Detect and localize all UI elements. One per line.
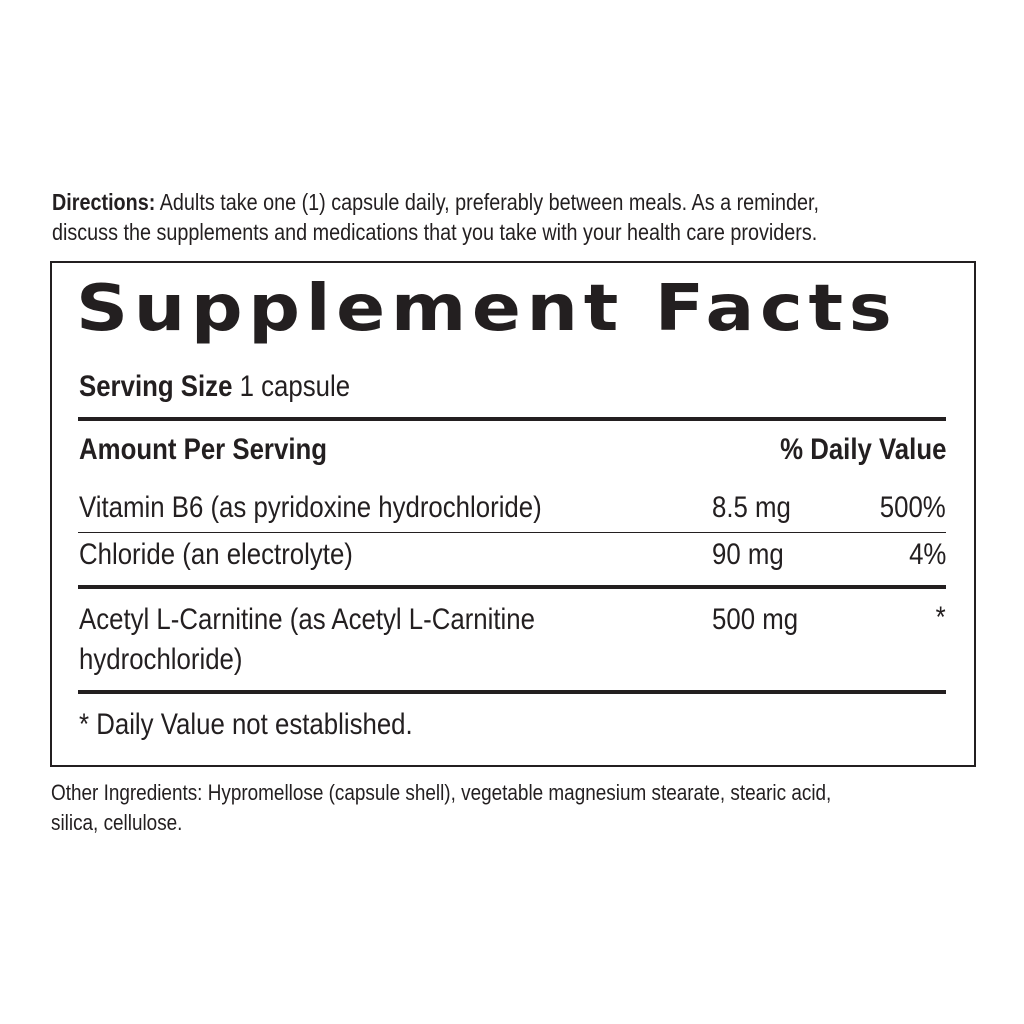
- row-dv: *: [935, 601, 946, 634]
- header-daily-value: % Daily Value: [779, 433, 946, 466]
- other-ingredients-line-2: silica, cellulose.: [51, 810, 183, 835]
- directions-line-2: discuss the supplements and medications …: [52, 219, 818, 245]
- thick-rule: [78, 585, 946, 589]
- row-amount: 8.5 mg: [712, 491, 791, 524]
- row-name: Acetyl L-Carnitine (as Acetyl L-Carnitin…: [79, 603, 535, 636]
- serving-size-label: Serving Size: [79, 370, 233, 403]
- thick-rule: [78, 690, 946, 694]
- thin-rule: [78, 532, 946, 533]
- other-ingredients-line-1: Other Ingredients: Hypromellose (capsule…: [51, 780, 832, 805]
- row-name: Chloride (an electrolyte): [79, 538, 353, 571]
- thick-rule: [78, 417, 946, 421]
- supplement-facts-panel: [50, 261, 976, 767]
- row-name-line2: hydrochloride): [79, 643, 243, 676]
- row-name: Vitamin B6 (as pyridoxine hydrochloride): [79, 491, 542, 524]
- row-amount: 90 mg: [712, 538, 784, 571]
- row-dv: 4%: [908, 538, 946, 571]
- directions-line-1: Directions: Adults take one (1) capsule …: [52, 187, 819, 217]
- panel-title: Supplement Facts: [76, 272, 898, 346]
- row-dv: 500%: [880, 491, 946, 524]
- serving-size: Serving Size 1 capsule: [79, 369, 350, 405]
- serving-size-value: 1 capsule: [239, 370, 351, 403]
- row-amount: 500 mg: [712, 603, 799, 636]
- footnote: * Daily Value not established.: [79, 708, 413, 741]
- directions-label: Directions:: [52, 189, 156, 215]
- directions-text: Adults take one (1) capsule daily, prefe…: [159, 189, 820, 215]
- header-amount: Amount Per Serving: [79, 433, 328, 466]
